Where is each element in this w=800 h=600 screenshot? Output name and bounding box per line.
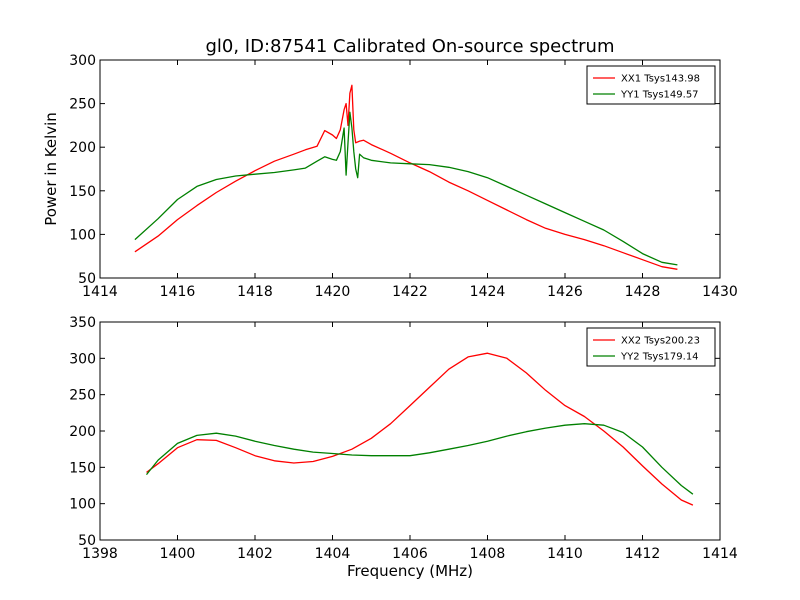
y-tick-label: 200 bbox=[69, 424, 96, 440]
x-tick-label: 1414 bbox=[82, 284, 118, 300]
lower-plot: 1398 1400 1402 1404 1406 1408 1410 1412 1414 50 10… bbox=[69, 315, 738, 580]
series-line-yy1 bbox=[134, 111, 678, 266]
x-tick-label: 1398 bbox=[82, 546, 118, 562]
x-tick-label: 1414 bbox=[702, 546, 738, 562]
legend-label: XX2 Tsys200.23 bbox=[621, 336, 700, 347]
series-line-xx1 bbox=[134, 84, 678, 270]
x-tick-label: 1424 bbox=[470, 284, 506, 300]
x-tick-label: 1418 bbox=[237, 284, 273, 300]
x-tick-label: 1428 bbox=[625, 284, 661, 300]
legend-box bbox=[586, 327, 716, 367]
legend-label: YY2 Tsys179.14 bbox=[620, 352, 699, 363]
y-tick-label: 300 bbox=[69, 53, 96, 69]
x-tick-label: 1410 bbox=[547, 546, 583, 562]
series-line-xx2 bbox=[146, 352, 694, 506]
y-tick-label: 250 bbox=[69, 97, 96, 113]
x-tick-label: 1430 bbox=[702, 284, 738, 300]
y-tick-label: 100 bbox=[69, 497, 96, 513]
x-tick-label: 1402 bbox=[237, 546, 273, 562]
y-axis-label: Power in Kelvin bbox=[42, 112, 60, 226]
y-tick-label: 100 bbox=[69, 227, 96, 243]
series-line-yy2 bbox=[145, 423, 694, 495]
x-tick-label: 1420 bbox=[315, 284, 351, 300]
y-tick-label: 300 bbox=[69, 351, 96, 367]
legend-label: YY1 Tsys149.57 bbox=[620, 90, 699, 101]
x-tick-label: 1408 bbox=[470, 546, 506, 562]
y-tick-label: 150 bbox=[69, 184, 96, 200]
x-axis-label: Frequency (MHz) bbox=[347, 562, 473, 580]
y-tick-label: 50 bbox=[78, 533, 96, 549]
y-tick-label: 350 bbox=[69, 315, 96, 331]
legend-label: XX1 Tsys143.98 bbox=[621, 74, 700, 85]
x-tick-label: 1406 bbox=[392, 546, 428, 562]
x-tick-label: 1412 bbox=[625, 546, 661, 562]
y-tick-label: 50 bbox=[78, 271, 96, 287]
x-tick-label: 1416 bbox=[160, 284, 196, 300]
chart-title: gl0, ID:87541 Calibrated On-source spect… bbox=[205, 36, 614, 57]
x-tick-label: 1422 bbox=[392, 284, 428, 300]
y-tick-label: 200 bbox=[69, 140, 96, 156]
upper-plot: 1414 1416 1418 1420 1422 1424 1426 1428 1430 50 10… bbox=[42, 36, 738, 300]
y-tick-label: 150 bbox=[69, 460, 96, 476]
x-tick-label: 1404 bbox=[315, 546, 351, 562]
y-tick-label: 250 bbox=[69, 388, 96, 404]
legend-box bbox=[586, 65, 716, 105]
x-tick-label: 1400 bbox=[160, 546, 196, 562]
x-tick-label: 1426 bbox=[547, 284, 583, 300]
